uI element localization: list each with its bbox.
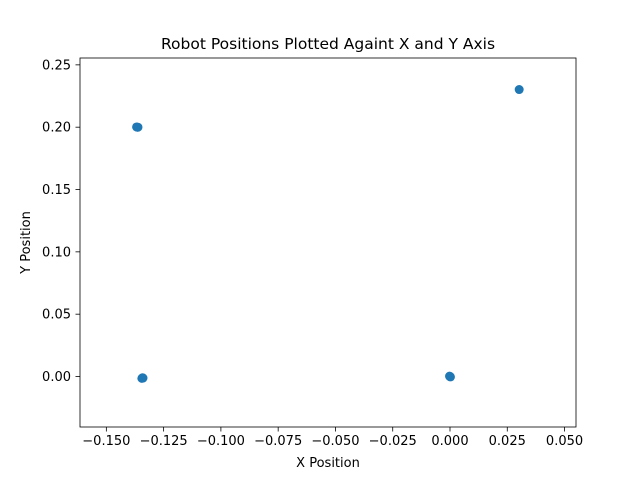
x-tick-label: 0.025 xyxy=(489,434,526,449)
x-tick-label: −0.150 xyxy=(82,434,130,449)
points-layer xyxy=(132,85,524,383)
x-axis: −0.150 −0.125 −0.100 −0.075 −0.050 −0.025 0.00… xyxy=(82,427,583,449)
y-tick-label: 0.05 xyxy=(42,308,71,323)
y-tick-label: 0.15 xyxy=(42,183,71,198)
chart-title: Robot Positions Plotted Againt X and Y A… xyxy=(161,35,495,53)
scatter-point xyxy=(138,373,148,383)
x-tick-label: −0.125 xyxy=(140,434,188,449)
x-tick-label: −0.050 xyxy=(311,434,359,449)
scatter-point xyxy=(445,371,455,381)
x-tick-label: −0.025 xyxy=(369,434,417,449)
scatter-point xyxy=(132,122,142,132)
scatter-point xyxy=(514,85,524,95)
x-axis-label: X Position xyxy=(296,456,360,471)
y-tick-label: 0.10 xyxy=(42,245,71,260)
y-tick-label: 0.00 xyxy=(42,370,71,385)
y-axis-label: Y Position xyxy=(19,211,34,275)
x-tick-label: 0.000 xyxy=(431,434,468,449)
y-tick-label: 0.20 xyxy=(42,121,71,136)
y-tick-label: 0.25 xyxy=(42,58,71,73)
x-tick-label: −0.100 xyxy=(197,434,245,449)
x-tick-label: −0.075 xyxy=(254,434,302,449)
y-axis: 0.00 0.05 0.10 0.15 0.20 0.25 xyxy=(42,58,80,385)
x-tick-label: 0.050 xyxy=(546,434,583,449)
plot-area-frame xyxy=(79,57,577,428)
